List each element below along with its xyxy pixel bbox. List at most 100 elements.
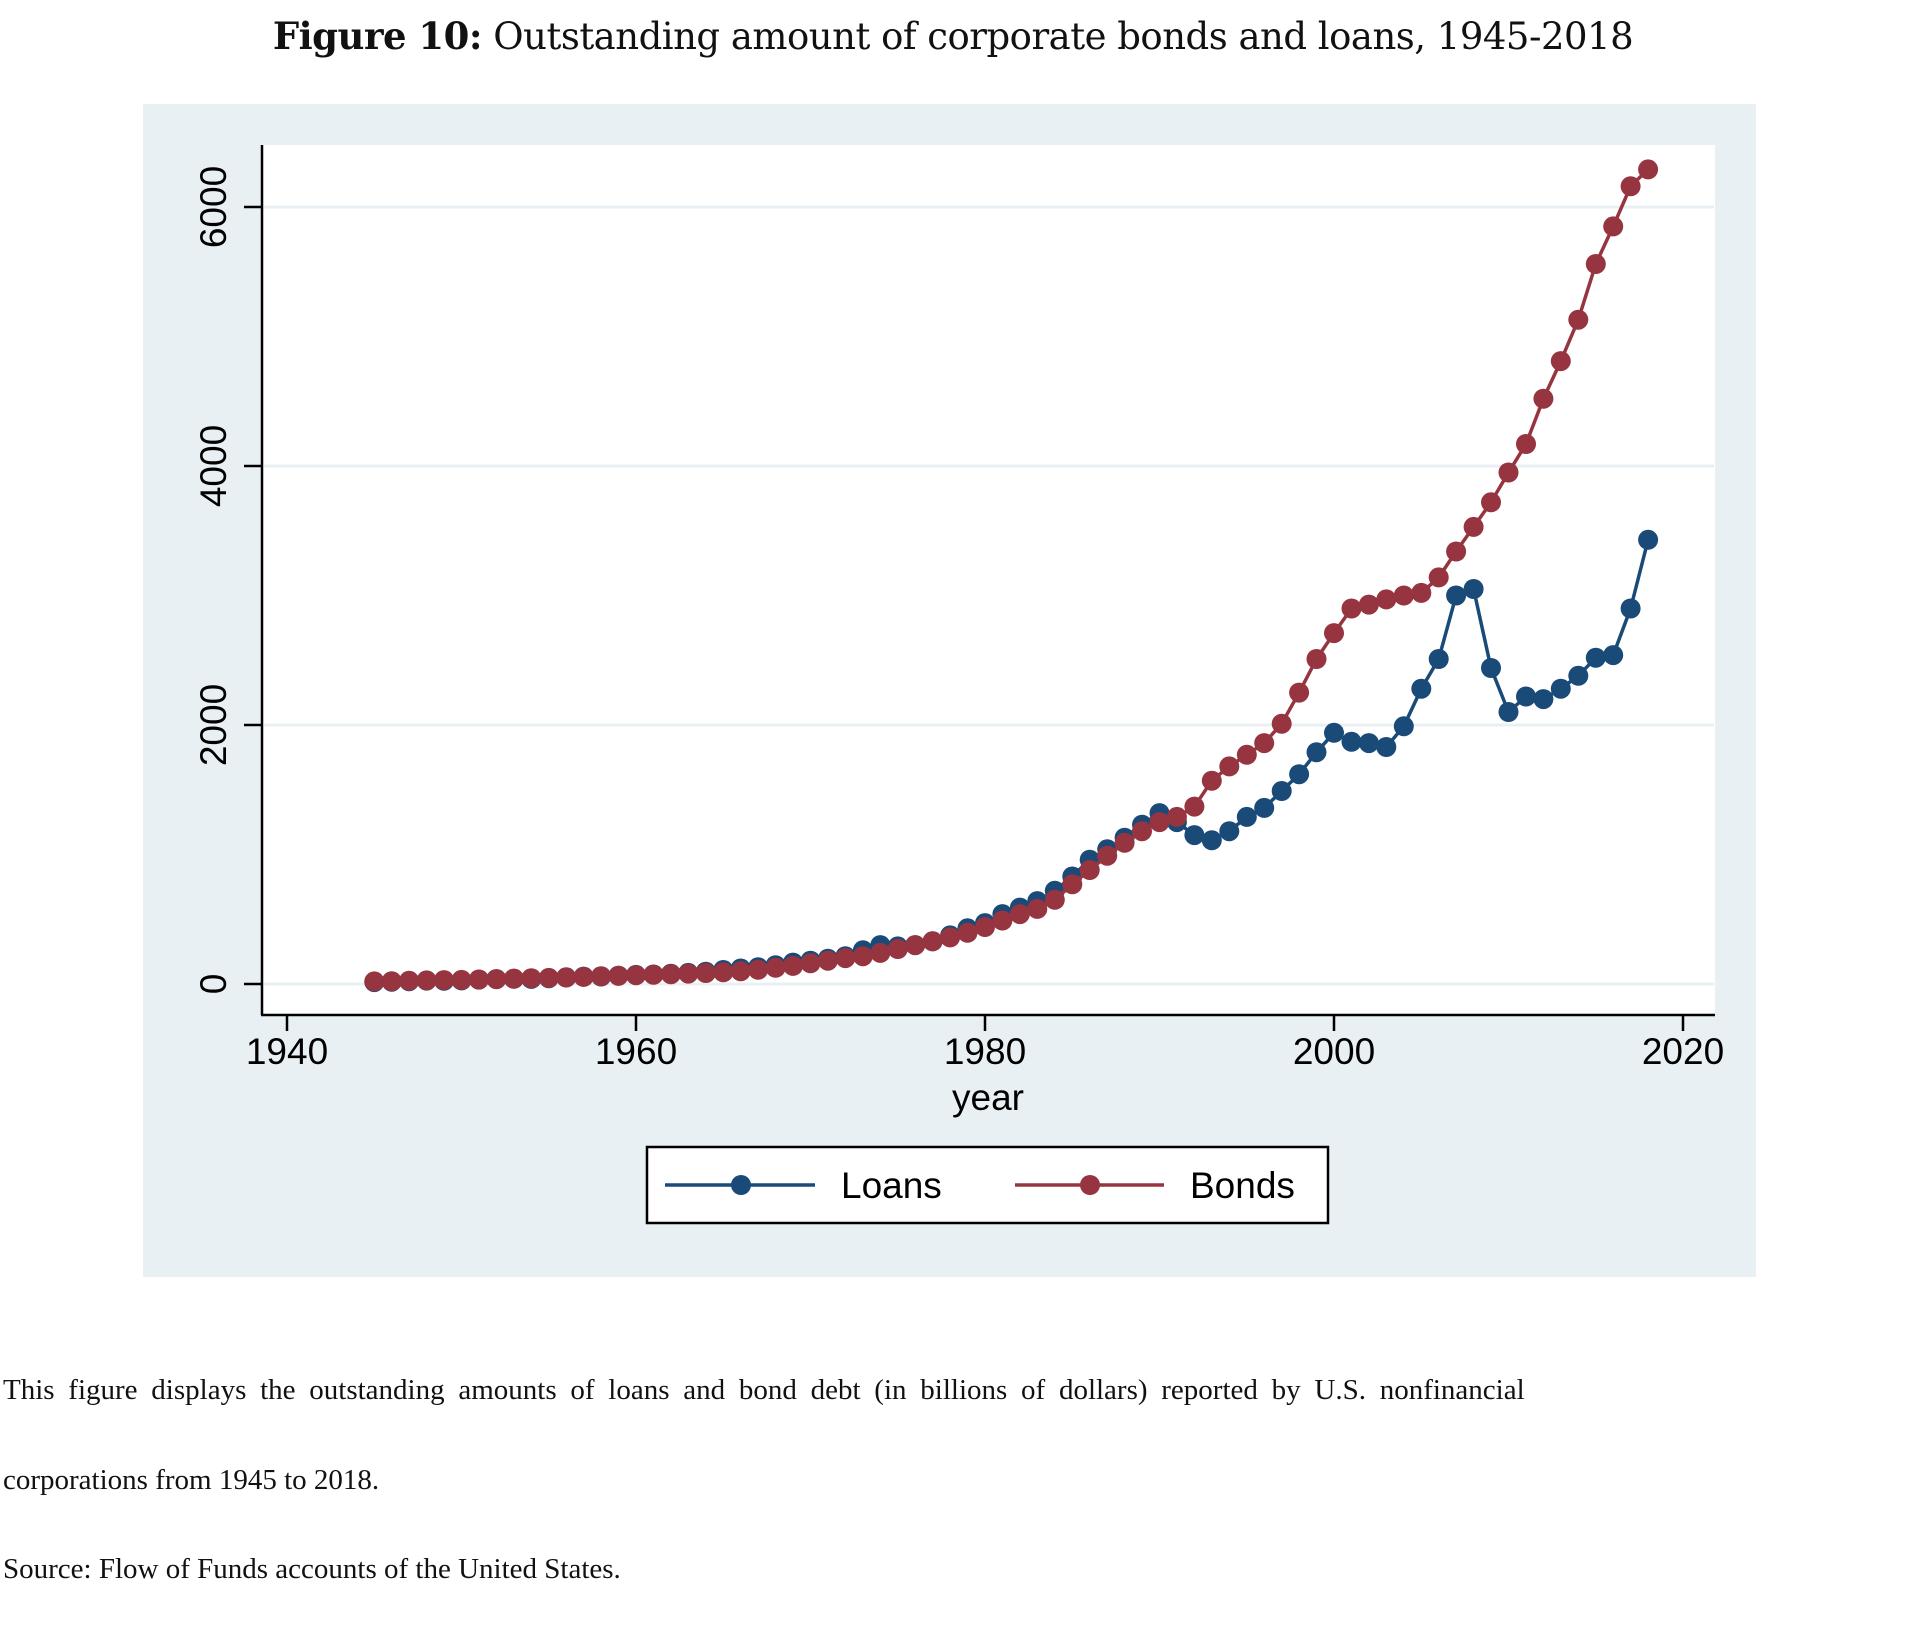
- data-point-loans-2011: [1516, 686, 1536, 707]
- data-point-bonds-1973: [852, 946, 873, 967]
- data-point-loans-2012: [1533, 689, 1554, 710]
- data-point-loans-2015: [1585, 647, 1606, 668]
- data-point-bonds-1948: [416, 970, 437, 991]
- data-point-bonds-1995: [1236, 744, 1257, 765]
- y-axis-ticks: 0 2000 4000 6000: [193, 166, 262, 994]
- data-point-bonds-1949: [434, 970, 454, 991]
- data-point-loans-2017: [1620, 598, 1641, 619]
- data-point-bonds-2005: [1411, 582, 1432, 603]
- data-point-loans-1992: [1184, 825, 1205, 846]
- data-point-bonds-1998: [1289, 682, 1310, 703]
- data-point-loans-1993: [1201, 830, 1222, 851]
- data-point-bonds-1976: [905, 935, 926, 956]
- series-layer: [364, 159, 1659, 993]
- data-point-bonds-2015: [1585, 254, 1606, 274]
- data-point-bonds-1966: [730, 961, 751, 982]
- series-bonds: [364, 159, 1659, 992]
- legend-bonds-marker: [1080, 1175, 1100, 1195]
- data-point-bonds-1984: [1044, 889, 1065, 910]
- data-point-loans-2000: [1324, 722, 1344, 743]
- x-axis-ticks: 1940 1960 1980 2000 2020: [246, 1015, 1724, 1072]
- legend-item-bonds: Bonds: [1015, 1165, 1295, 1206]
- caption-source: Source: Flow of Funds accounts of the Un…: [3, 1553, 621, 1585]
- data-point-bonds-1996: [1254, 733, 1275, 754]
- data-point-bonds-1968: [765, 957, 786, 978]
- data-point-bonds-1977: [922, 931, 943, 952]
- data-point-bonds-1972: [835, 948, 856, 969]
- data-point-bonds-2016: [1603, 216, 1624, 237]
- data-point-bonds-1999: [1306, 649, 1327, 669]
- data-point-bonds-1992: [1184, 796, 1205, 817]
- legend: Loans Bonds: [645, 1145, 1330, 1225]
- data-point-loans-2010: [1498, 702, 1519, 722]
- data-point-bonds-1959: [608, 965, 629, 986]
- data-point-loans-2018: [1638, 529, 1659, 550]
- data-point-bonds-1953: [503, 968, 524, 989]
- data-point-loans-1997: [1271, 781, 1292, 801]
- legend-loans-marker: [731, 1175, 751, 1195]
- data-point-bonds-1963: [678, 963, 699, 984]
- data-point-bonds-2013: [1550, 351, 1571, 372]
- data-point-bonds-1994: [1219, 756, 1240, 777]
- data-point-bonds-1983: [1027, 898, 1048, 919]
- data-point-bonds-1951: [468, 969, 489, 990]
- data-point-bonds-2001: [1341, 598, 1362, 619]
- data-point-bonds-1970: [800, 953, 821, 974]
- data-point-loans-2001: [1341, 731, 1362, 752]
- data-point-loans-2014: [1568, 665, 1589, 686]
- data-point-loans-2008: [1463, 579, 1484, 599]
- data-point-bonds-1961: [643, 964, 664, 985]
- data-point-bonds-2007: [1446, 541, 1467, 562]
- data-point-loans-2009: [1481, 658, 1501, 678]
- y-tick-label-2000: 2000: [193, 684, 234, 766]
- data-point-bonds-1974: [870, 942, 891, 963]
- data-point-bonds-1982: [1009, 904, 1030, 925]
- data-point-loans-2006: [1428, 649, 1449, 669]
- data-point-loans-1995: [1236, 806, 1257, 827]
- data-point-bonds-2002: [1358, 594, 1379, 615]
- data-point-bonds-2017: [1620, 176, 1641, 197]
- data-point-bonds-1956: [556, 967, 577, 988]
- caption-line-1: This figure displays the outstanding amo…: [3, 1374, 1525, 1406]
- data-point-loans-2016: [1603, 645, 1624, 666]
- data-point-bonds-1955: [538, 967, 559, 988]
- y-tick-label-0: 0: [193, 974, 234, 995]
- legend-bonds-label: Bonds: [1190, 1165, 1295, 1206]
- data-point-bonds-1985: [1062, 874, 1083, 895]
- x-tick-label-1980: 1980: [944, 1031, 1026, 1072]
- x-axis-label: year: [952, 1077, 1024, 1118]
- data-point-bonds-1962: [660, 964, 681, 985]
- data-point-bonds-1991: [1166, 806, 1187, 827]
- data-point-bonds-1945: [364, 971, 385, 992]
- data-point-bonds-1946: [381, 971, 402, 992]
- x-tick-label-1960: 1960: [595, 1031, 677, 1072]
- data-point-loans-2007: [1446, 585, 1467, 606]
- data-point-bonds-1979: [957, 922, 978, 943]
- legend-loans-label: Loans: [841, 1165, 942, 1206]
- caption-line-2: corporations from 1945 to 2018.: [3, 1464, 380, 1496]
- data-point-bonds-2012: [1533, 388, 1554, 409]
- data-point-bonds-1952: [486, 969, 507, 990]
- legend-item-loans: Loans: [665, 1165, 942, 1206]
- data-point-bonds-1950: [451, 969, 472, 990]
- data-point-bonds-1957: [573, 966, 594, 987]
- x-tick-label-2000: 2000: [1293, 1031, 1375, 1072]
- x-tick-label-1940: 1940: [246, 1031, 328, 1072]
- data-point-loans-2013: [1550, 678, 1571, 699]
- data-point-loans-1994: [1219, 821, 1240, 842]
- data-point-bonds-1954: [521, 968, 542, 989]
- data-point-loans-2003: [1376, 737, 1397, 757]
- data-point-bonds-2004: [1393, 585, 1414, 606]
- data-point-bonds-1981: [992, 910, 1013, 931]
- data-point-bonds-2018: [1638, 159, 1659, 180]
- figure-title-text: Outstanding amount of corporate bonds an…: [493, 15, 1634, 58]
- data-point-bonds-1997: [1271, 713, 1292, 734]
- data-point-bonds-1947: [399, 970, 420, 991]
- data-point-bonds-1964: [695, 963, 716, 983]
- data-point-bonds-1965: [713, 962, 734, 983]
- data-point-bonds-2008: [1463, 516, 1484, 537]
- data-point-bonds-2003: [1376, 589, 1397, 610]
- data-point-loans-1999: [1306, 742, 1327, 763]
- data-point-loans-2004: [1393, 716, 1414, 737]
